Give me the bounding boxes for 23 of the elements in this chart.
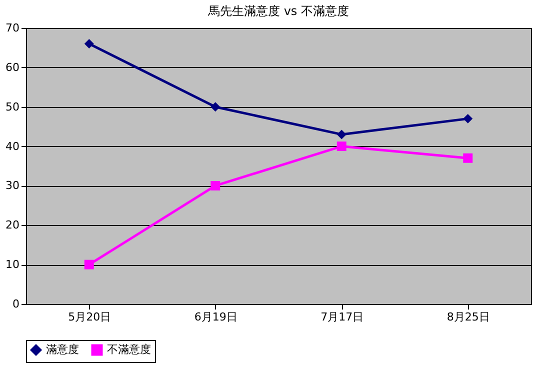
x-tick-label: 7月17日 [320, 310, 364, 324]
point [463, 114, 473, 124]
x-tick-label: 6月19日 [194, 310, 238, 324]
point [210, 180, 220, 190]
legend-label: 不滿意度 [107, 343, 151, 356]
y-tick-label: 70 [6, 22, 20, 34]
point [336, 142, 346, 152]
y-tick-label: 20 [6, 218, 20, 232]
point [210, 102, 220, 112]
x-tick-label: 8月25日 [446, 310, 490, 324]
y-tick-label: 40 [6, 140, 20, 153]
x-tick-label: 5月20日 [68, 310, 112, 324]
y-tick-label: 0 [12, 298, 20, 310]
point [336, 130, 346, 140]
point [84, 260, 94, 270]
point [463, 153, 473, 163]
y-tick-label: 10 [6, 258, 20, 272]
point [84, 39, 94, 49]
y-tick-label: 30 [6, 179, 20, 192]
legend-label: 滿意度 [46, 343, 79, 356]
chart-title: 馬先生滿意度 vs 不滿意度 [207, 4, 349, 18]
y-tick-label: 60 [6, 60, 20, 74]
y-tick-label: 50 [6, 100, 20, 114]
